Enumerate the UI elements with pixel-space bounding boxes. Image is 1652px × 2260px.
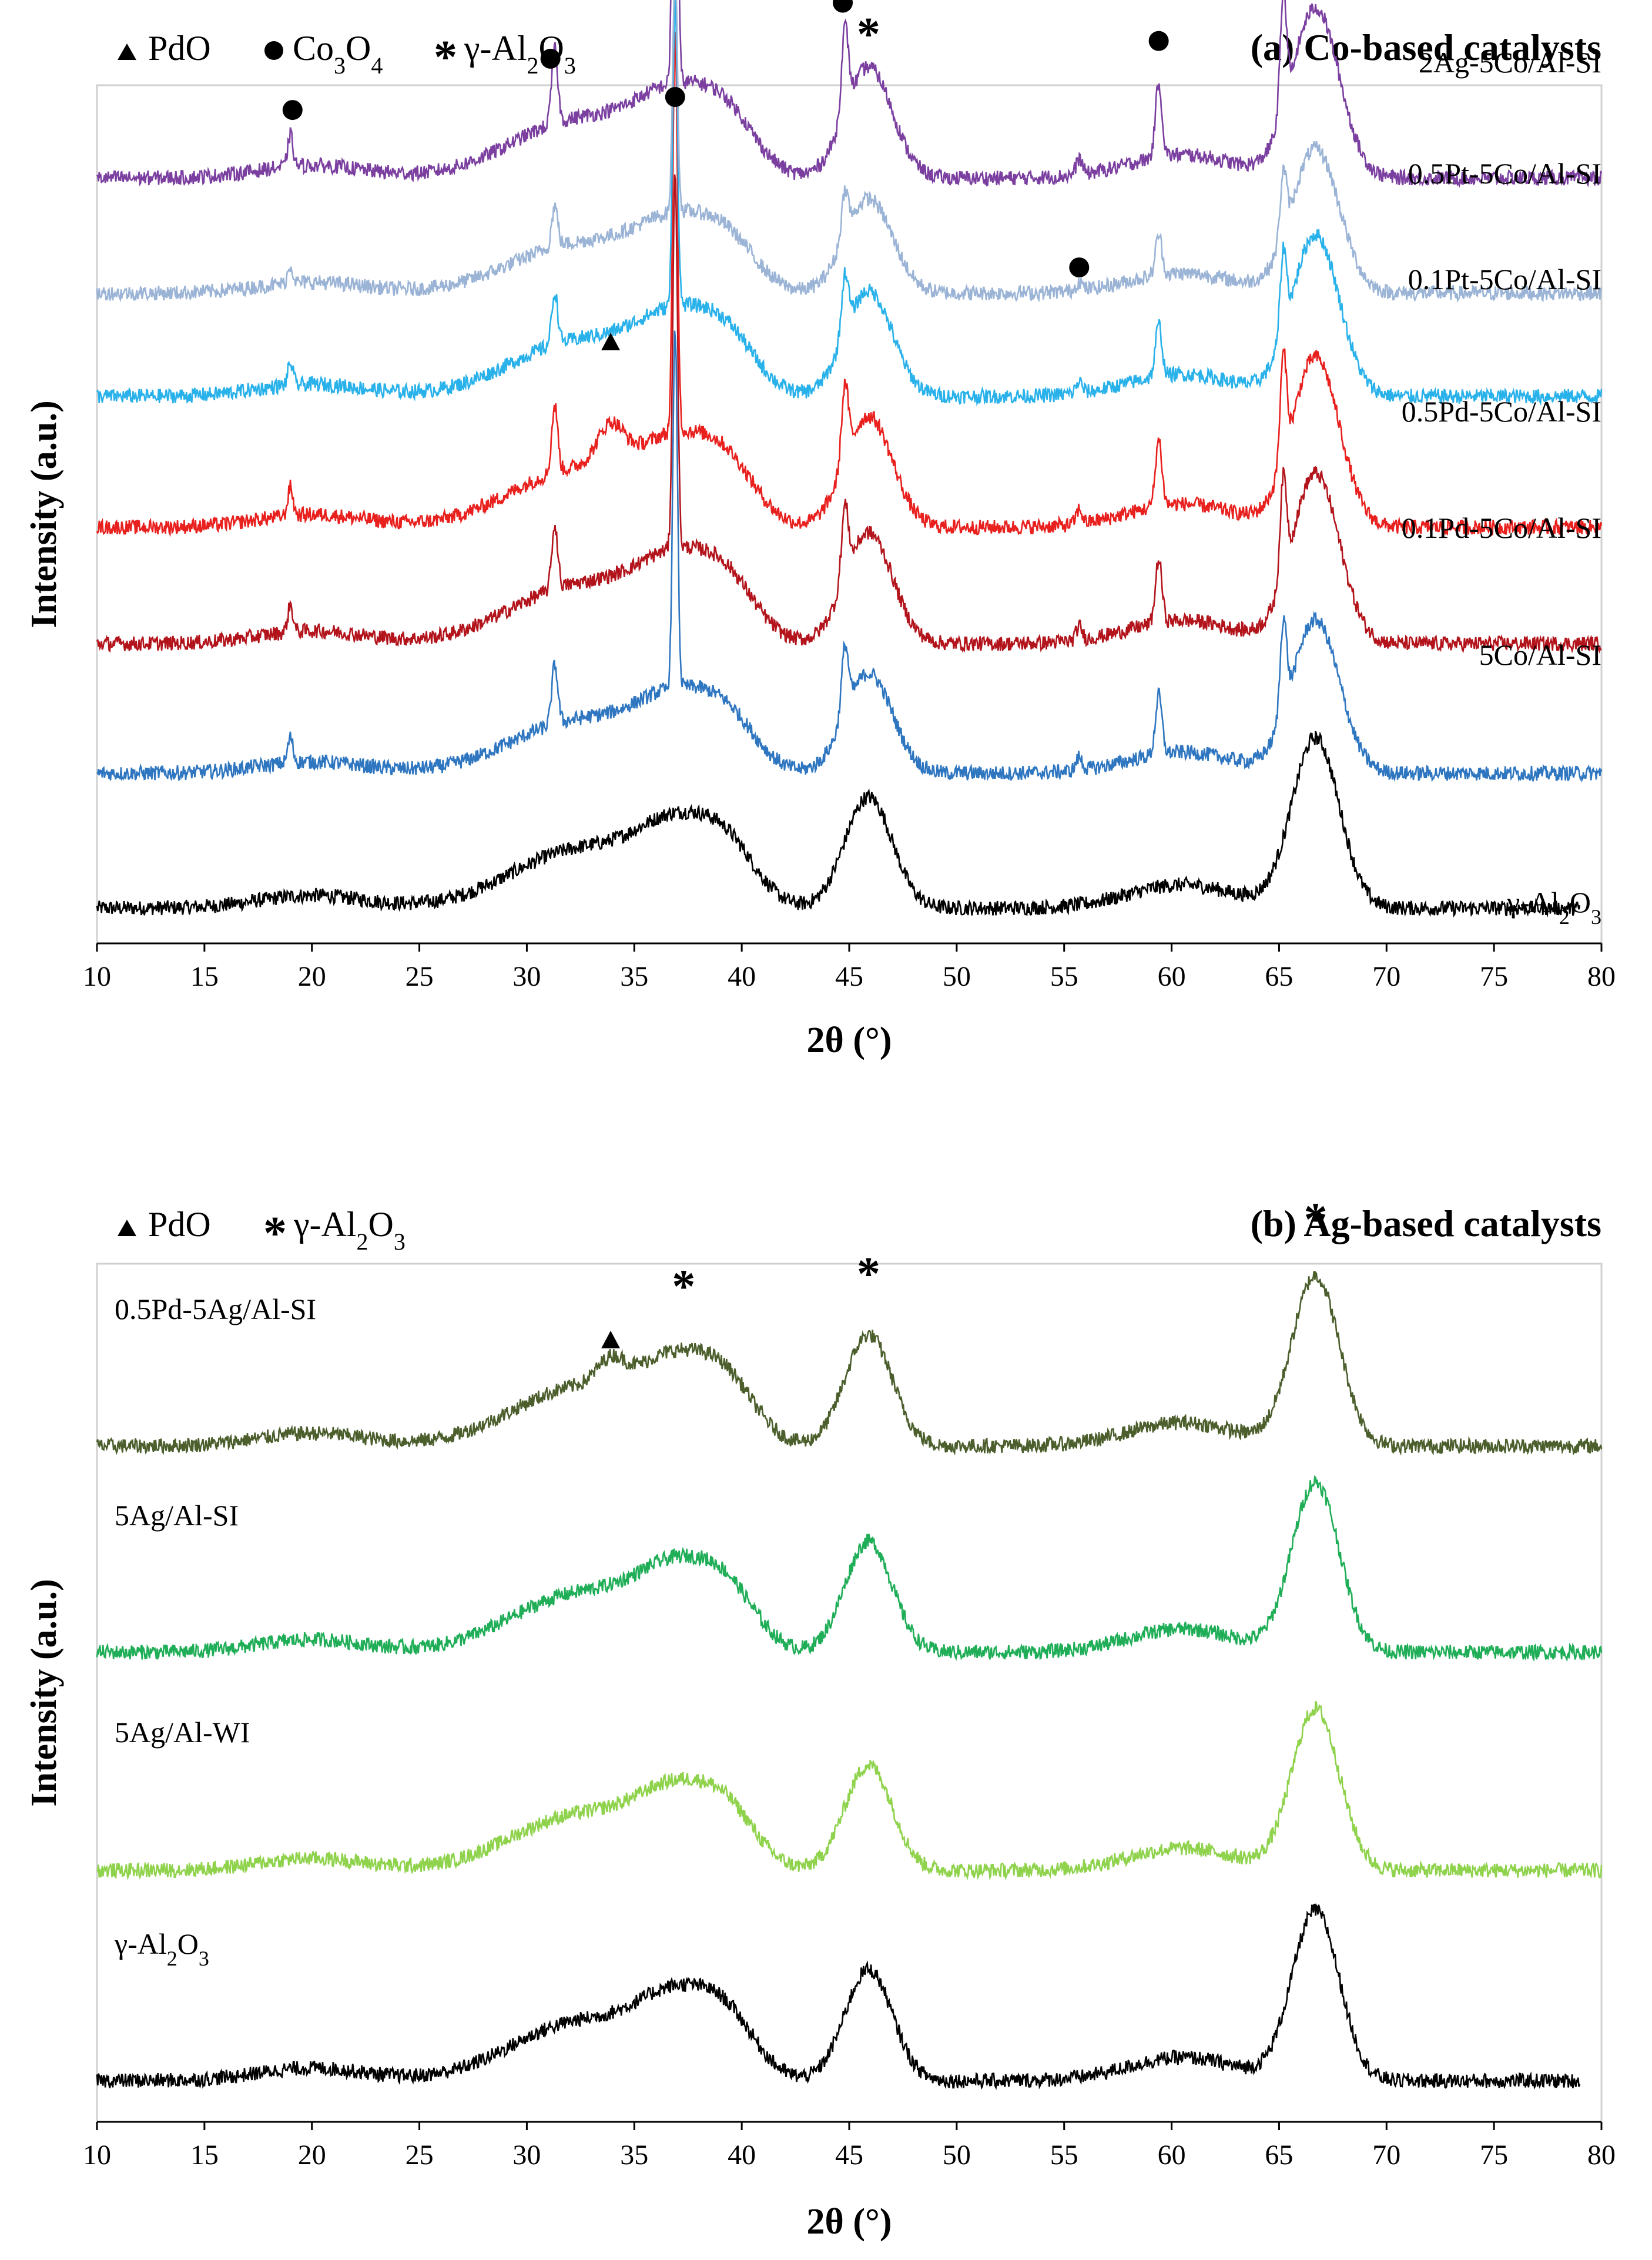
series-label: 2Ag-5Co/Al-SI (1419, 46, 1601, 79)
x-tick-label: 45 (835, 2140, 863, 2171)
series-line-5ag-al-si (96, 1475, 1603, 1662)
series-line--al2o3 (96, 731, 1581, 918)
x-tick-label: 30 (512, 961, 541, 992)
alumina-marker: * (857, 1248, 880, 1300)
series-label: 5Ag/Al-WI (115, 1716, 250, 1749)
series-line-0.1pd-5co-al-si (96, 174, 1602, 654)
legend-b-pdo-label: PdO (148, 1205, 211, 1244)
series-label: 5Ag/Al-SI (115, 1499, 239, 1532)
panel-a-y-axis-title: Intensity (a.u.) (24, 400, 64, 628)
x-tick-label: 70 (1372, 961, 1400, 992)
co3o4-marker (665, 87, 685, 107)
panel-b-series-lines (96, 1270, 1603, 2090)
panel-b-title: (b) Ag-based catalysts (1251, 1203, 1601, 1244)
x-tick-label: 65 (1265, 961, 1293, 992)
x-tick-label: 75 (1480, 961, 1508, 992)
panel-b-phase-markers: * * * (601, 1194, 1328, 1349)
panel-a-series-labels: 2Ag-5Co/Al-SI 0.5Pt-5Co/Al-SI 0.1Pt-5Co/Al… (1402, 46, 1601, 929)
x-tick-label: 25 (406, 961, 434, 992)
x-tick-label: 60 (1158, 961, 1186, 992)
x-tick-label: 60 (1158, 2140, 1186, 2171)
alumina-marker: * (672, 1261, 695, 1313)
x-tick-label: 30 (512, 2140, 541, 2171)
legend-b-pdo-triangle-icon (118, 1220, 136, 1236)
alumina-marker: * (857, 9, 880, 61)
x-tick-label: 40 (728, 2140, 756, 2171)
x-tick-label: 10 (83, 2140, 111, 2171)
x-tick-label: 80 (1587, 2140, 1616, 2171)
x-tick-label: 20 (298, 961, 326, 992)
series-line-0.5pd-5co-al-si (96, 31, 1603, 537)
co3o4-marker (833, 0, 853, 13)
series-line-2ag-5co-al-si (96, 0, 1603, 188)
legend-pdo-triangle-icon (118, 43, 136, 60)
panel-a-phase-markers: ** (282, 0, 1169, 350)
x-tick-label: 55 (1050, 2140, 1078, 2171)
series-line-0.5pd-5ag-al-si (96, 1270, 1603, 1456)
x-tick-label: 20 (298, 2140, 326, 2171)
x-tick-label: 50 (943, 2140, 971, 2171)
x-tick-label: 75 (1480, 2140, 1508, 2171)
panel-b-x-axis-title: 2θ (°) (807, 2202, 892, 2242)
panel-a: PdO Co3O4 * γ-Al2O3 (a) Co-based catalys… (24, 0, 1616, 1060)
series-label: γ-Al2O3 (1506, 886, 1601, 929)
series-label: 0.5Pt-5Co/Al-SI (1408, 157, 1601, 190)
series-label: 0.5Pd-5Ag/Al-SI (115, 1293, 316, 1325)
legend-b-star-icon: * (263, 1208, 287, 1260)
panel-b: PdO * γ-Al2O3 (b) Ag-based catalysts * **… (24, 1194, 1616, 2242)
panel-a-x-ticks: 10 15 20 25 30 35 40 45 50 55 60 65 70 75 80 (83, 943, 1616, 992)
panel-a-plot-frame (96, 84, 1603, 945)
legend-pdo-label: PdO (148, 29, 211, 68)
co3o4-marker (282, 100, 303, 120)
series-line-5co-al-si (96, 330, 1603, 783)
series-label: 0.5Pd-5Co/Al-SI (1402, 395, 1601, 428)
pdo-marker (601, 1331, 621, 1349)
x-tick-label: 80 (1587, 961, 1616, 992)
legend-star-icon: * (434, 32, 457, 83)
x-tick-label: 55 (1050, 961, 1078, 992)
x-tick-label: 65 (1265, 2140, 1293, 2171)
series-line-5ag-al-wi (96, 1700, 1603, 1881)
panel-b-x-ticks: 10 15 20 25 30 35 40 45 50 55 60 65 70 75 80 (83, 2122, 1616, 2171)
x-tick-label: 40 (728, 961, 756, 992)
x-tick-label: 15 (190, 961, 219, 992)
panel-b-plot-frame (96, 1263, 1603, 2123)
co3o4-marker (540, 48, 561, 69)
panel-b-y-axis-title: Intensity (a.u.) (24, 1579, 64, 1807)
legend-co3o4-circle-icon (264, 41, 283, 60)
panel-a-title: (a) Co-based catalysts (1251, 26, 1601, 68)
panel-a-legend: PdO Co3O4 * γ-Al2O3 (118, 29, 576, 83)
series-label: 0.1Pt-5Co/Al-SI (1408, 263, 1601, 296)
x-tick-label: 35 (620, 961, 648, 992)
x-tick-label: 10 (83, 961, 111, 992)
x-tick-label: 15 (190, 2140, 219, 2171)
series-line--al2o3 (96, 1903, 1581, 2090)
legend-co3o4-label: Co3O4 (293, 29, 383, 79)
x-tick-label: 25 (406, 2140, 434, 2171)
series-label: 0.1Pd-5Co/Al-SI (1402, 511, 1601, 544)
panel-b-legend: PdO * γ-Al2O3 (118, 1205, 406, 1260)
x-tick-label: 50 (943, 961, 971, 992)
panel-a-x-axis-title: 2θ (°) (807, 1020, 892, 1060)
x-tick-label: 70 (1372, 2140, 1400, 2171)
series-line-0.1pt-5co-al-si (96, 0, 1603, 407)
alumina-marker: * (1304, 1194, 1328, 1245)
x-tick-label: 35 (620, 2140, 648, 2171)
series-label: γ-Al2O3 (114, 1927, 209, 1970)
x-tick-label: 45 (835, 961, 863, 992)
co3o4-marker (1148, 31, 1169, 51)
legend-b-alumina-label: γ-Al2O3 (293, 1205, 406, 1255)
series-label: 5Co/Al-SI (1479, 638, 1601, 671)
co3o4-marker (1069, 257, 1090, 277)
panel-a-series-lines (96, 0, 1603, 918)
pdo-marker (601, 333, 621, 350)
series-line-0.5pt-5co-al-si (96, 0, 1603, 303)
